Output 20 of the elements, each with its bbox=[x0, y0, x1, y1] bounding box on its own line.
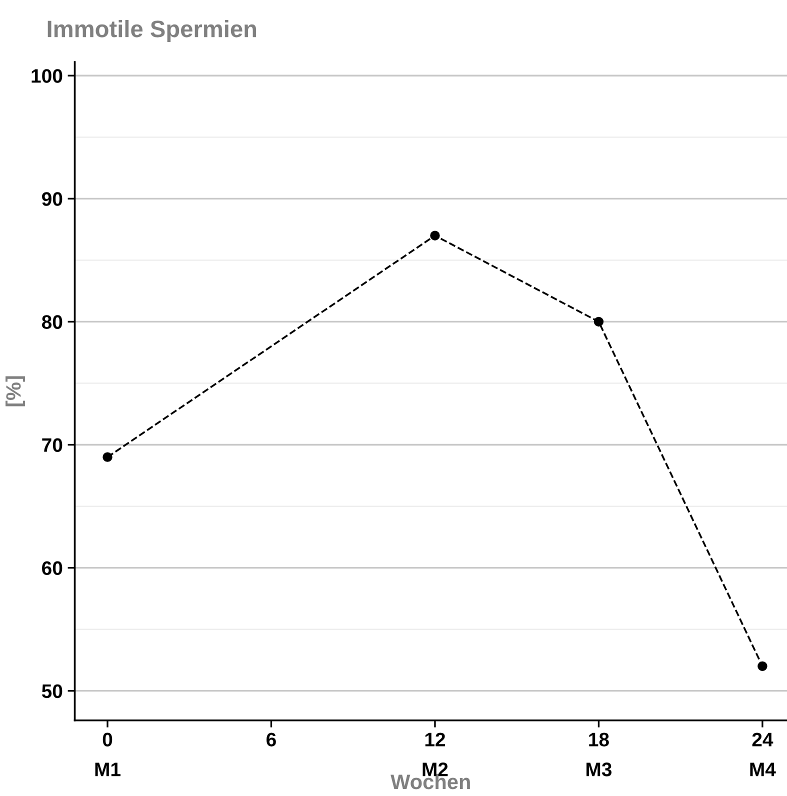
y-tick-label: 100 bbox=[32, 69, 62, 83]
y-tick-label: 80 bbox=[42, 315, 62, 329]
x-tick-label: 24 bbox=[752, 732, 774, 746]
point bbox=[102, 452, 112, 462]
y-tick-label: 70 bbox=[42, 438, 62, 452]
point bbox=[594, 316, 604, 327]
chart-title: Immotile Spermien bbox=[48, 20, 256, 42]
text: M3 bbox=[586, 762, 612, 776]
x-tick-label: 0 bbox=[102, 732, 112, 746]
y-tick-label: 60 bbox=[42, 561, 62, 576]
point bbox=[430, 230, 440, 240]
y-tick-label: 90 bbox=[42, 192, 62, 206]
text: M1 bbox=[95, 762, 120, 776]
x-tick-label: 6 bbox=[266, 732, 276, 746]
text: M4 bbox=[750, 762, 776, 776]
x-tick-label: 18 bbox=[589, 732, 609, 746]
y-axis-title: [%] bbox=[6, 376, 25, 406]
y-tick-label: 50 bbox=[42, 684, 62, 698]
x-tick-label: 12 bbox=[425, 732, 446, 746]
point bbox=[758, 661, 768, 672]
